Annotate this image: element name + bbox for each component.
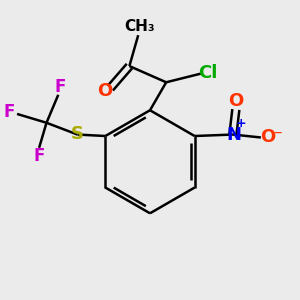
Text: O: O xyxy=(228,92,244,110)
Text: +: + xyxy=(236,117,247,130)
Text: S: S xyxy=(71,125,84,143)
Text: F: F xyxy=(54,78,65,96)
Text: O: O xyxy=(97,82,112,100)
Text: Cl: Cl xyxy=(198,64,218,82)
Text: CH₃: CH₃ xyxy=(124,19,155,34)
Text: ⁻: ⁻ xyxy=(274,127,283,145)
Text: F: F xyxy=(33,147,45,165)
Text: O: O xyxy=(261,128,276,146)
Text: F: F xyxy=(4,103,15,122)
Text: N: N xyxy=(227,125,242,143)
